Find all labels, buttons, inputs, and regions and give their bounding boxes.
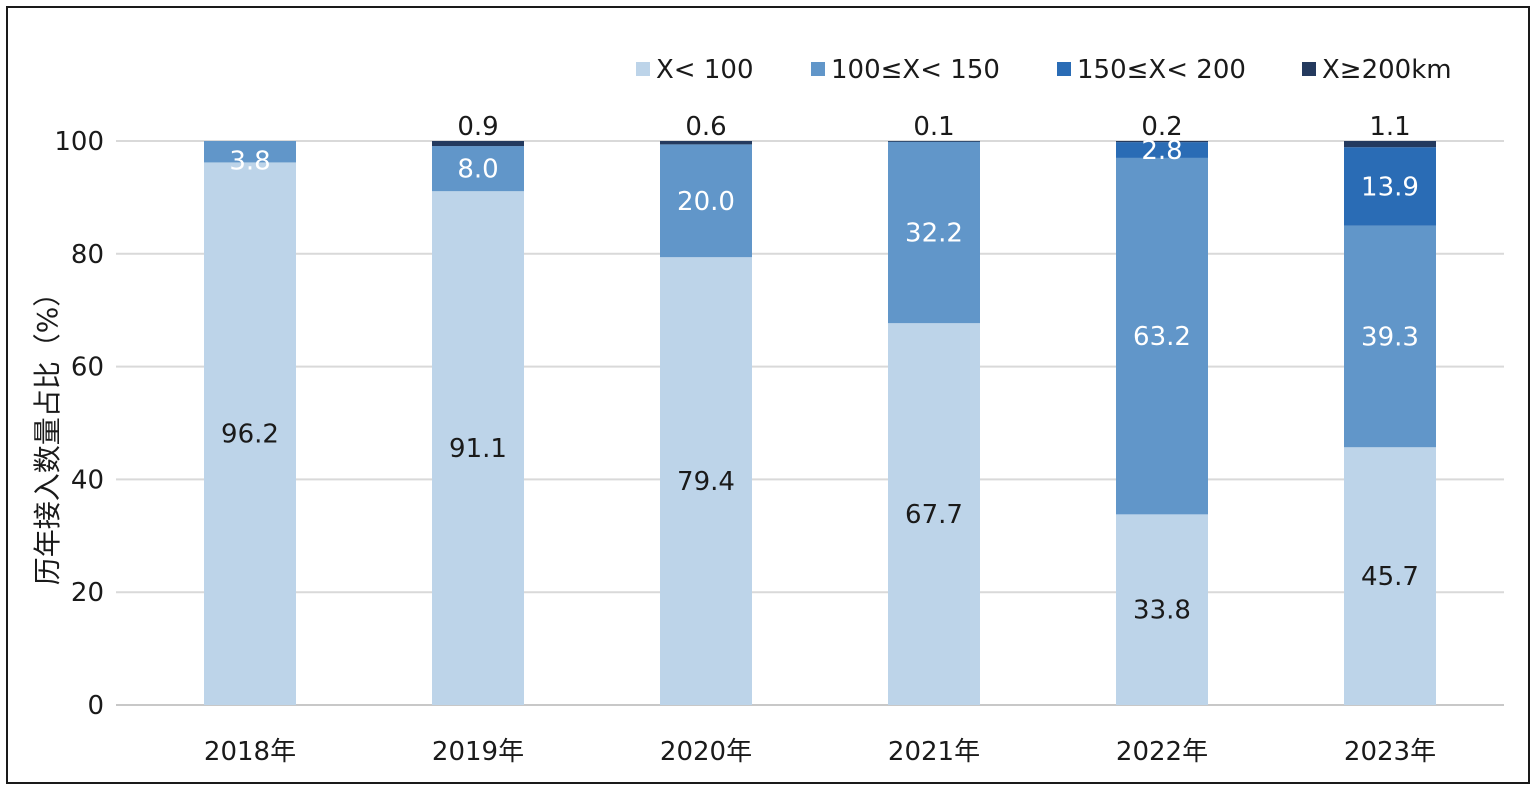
bar-segment (1344, 447, 1436, 705)
y-tick-label: 40 (71, 465, 104, 495)
bar-segment (432, 191, 524, 706)
legend-label: X≥200km (1322, 55, 1452, 85)
bar-segment (1116, 514, 1208, 705)
bar-segment (1116, 142, 1208, 158)
bar-segment (1116, 157, 1208, 515)
data-label: 63.2 (1133, 322, 1191, 352)
bar-segment (1116, 141, 1208, 143)
data-label: 2.8 (1141, 136, 1182, 166)
bar-segment (660, 144, 752, 258)
y-axis-ticks: 0 20 40 60 80 100 (54, 127, 104, 721)
bar-segment (888, 323, 980, 705)
bar-segment (204, 141, 296, 163)
bar-segment (660, 257, 752, 705)
bar-segment (888, 141, 980, 324)
data-label: 0.2 (1141, 112, 1182, 142)
y-tick-label: 60 (71, 353, 104, 383)
data-label: 3.8 (229, 147, 270, 177)
chart-frame: 96.2 3.8 91.1 8.0 0.9 79.4 20.0 0.6 67.7 32.2 0.1 3… (6, 6, 1530, 784)
x-axis-ticks: 2018年 2019年 2020年 2021年 2022年 2023年 (204, 737, 1436, 767)
bar-segment (660, 141, 752, 145)
legend-swatch (811, 62, 825, 76)
data-label: 13.9 (1361, 172, 1419, 202)
legend-label: 150≤X< 200 (1077, 55, 1246, 85)
x-tick-label: 2018年 (204, 737, 296, 767)
legend-swatch (636, 62, 650, 76)
data-label: 0.9 (457, 112, 498, 142)
data-label: 0.1 (913, 112, 954, 142)
bar-segment (432, 141, 524, 147)
legend-swatch (1302, 62, 1316, 76)
bar-segment (888, 141, 980, 142)
gridlines (116, 140, 1504, 706)
x-tick-label: 2020年 (660, 737, 752, 767)
data-label: 96.2 (221, 420, 279, 450)
data-label: 45.7 (1361, 562, 1419, 592)
bars (204, 141, 1436, 706)
bar-segment (1344, 141, 1436, 148)
data-label: 0.6 (685, 112, 726, 142)
data-label: 33.8 (1133, 596, 1191, 626)
x-tick-label: 2021年 (888, 737, 980, 767)
y-tick-label: 20 (71, 578, 104, 608)
y-tick-label: 80 (71, 240, 104, 270)
legend-swatch (1057, 62, 1071, 76)
y-tick-label: 0 (87, 691, 104, 721)
y-axis-title: 历年接入数量占比（%） (31, 279, 64, 586)
data-labels: 96.2 3.8 91.1 8.0 0.9 79.4 20.0 0.6 67.7 32.2 0.1 3… (221, 112, 1419, 626)
data-label: 20.0 (677, 187, 735, 217)
data-label: 91.1 (449, 434, 507, 464)
bar-segment (204, 162, 296, 705)
legend-label: 100≤X< 150 (831, 55, 1000, 85)
data-label: 79.4 (677, 467, 735, 497)
data-label: 67.7 (905, 500, 963, 530)
data-label: 8.0 (457, 155, 498, 185)
stacked-bar-chart: 96.2 3.8 91.1 8.0 0.9 79.4 20.0 0.6 67.7 32.2 0.1 3… (31, 55, 1504, 767)
data-label: 1.1 (1369, 112, 1410, 142)
bar-segment (432, 146, 524, 192)
legend-label: X< 100 (656, 55, 754, 85)
bar-segment (1344, 225, 1436, 448)
x-tick-label: 2022年 (1116, 737, 1208, 767)
y-tick-label: 100 (54, 127, 104, 157)
x-tick-label: 2023年 (1344, 737, 1436, 767)
bar-segment (1344, 147, 1436, 226)
data-label: 39.3 (1361, 322, 1419, 352)
legend: X< 100 100≤X< 150 150≤X< 200 X≥200km (636, 55, 1452, 85)
data-label: 32.2 (905, 218, 963, 248)
x-tick-label: 2019年 (432, 737, 524, 767)
